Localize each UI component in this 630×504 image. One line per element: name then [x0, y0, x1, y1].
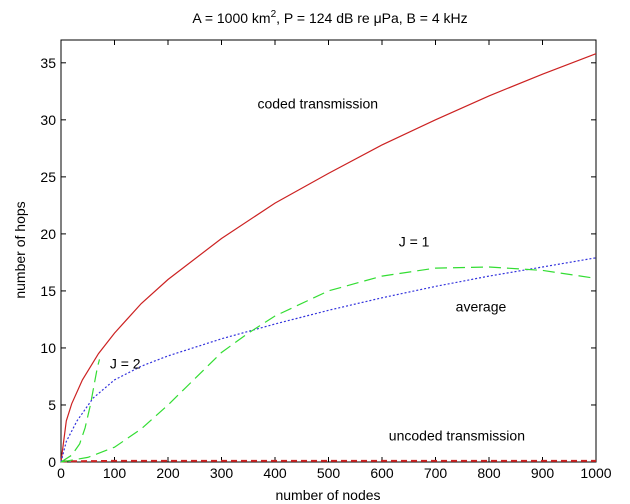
y-axis-label: number of hops — [12, 201, 28, 298]
x-tick-label: 0 — [57, 465, 65, 481]
x-tick-label: 400 — [263, 465, 287, 481]
chart-title: A = 1000 km2, P = 124 dB re μPa, B = 4 k… — [192, 9, 467, 26]
series-line-uncoded — [60, 459, 596, 463]
y-tick-label: 30 — [40, 112, 56, 128]
annotation-label: coded transmission — [257, 95, 378, 111]
x-tick-label: 700 — [424, 465, 448, 481]
x-tick-label: 300 — [210, 465, 234, 481]
annotation-label: average — [456, 298, 507, 314]
series-line-J2 — [60, 359, 101, 463]
annotation-label: J = 1 — [399, 233, 430, 249]
x-tick-label: 200 — [156, 465, 180, 481]
x-axis-label: number of nodes — [275, 487, 380, 503]
plot-frame — [60, 39, 597, 463]
plot-area: 0 100 200 300 400 500 600 700 800 900 1000 0 5 10 15 20… — [40, 39, 612, 481]
x-tick-label: 800 — [477, 465, 501, 481]
x-tick-label: 500 — [317, 465, 341, 481]
y-tick-label: 35 — [40, 55, 56, 71]
series-line-average — [60, 257, 597, 463]
annotation-label: J = 2 — [110, 355, 141, 371]
annotation-label: uncoded transmission — [389, 427, 525, 443]
series-line-J1 — [60, 266, 597, 463]
y-tick-label: 5 — [48, 397, 56, 413]
x-tick-label: 900 — [531, 465, 555, 481]
x-tick-label: 100 — [103, 465, 127, 481]
y-tick-label: 25 — [40, 169, 56, 185]
y-tick-label: 20 — [40, 226, 56, 242]
x-tick-label: 1000 — [580, 465, 611, 481]
x-tick-label: 600 — [370, 465, 394, 481]
series-line-coded — [60, 53, 597, 463]
y-tick-label: 15 — [40, 283, 56, 299]
y-tick-label: 0 — [48, 454, 56, 470]
y-tick-label: 10 — [40, 340, 56, 356]
